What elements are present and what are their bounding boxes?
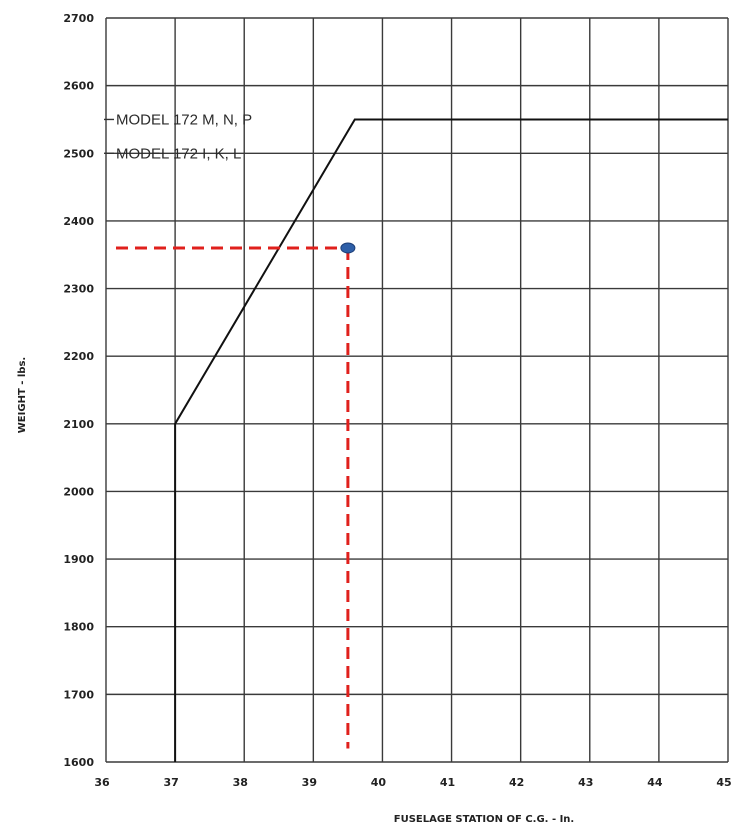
x-axis-ticks: 36 37 38 39 40 41 42 43 44 45 — [94, 776, 731, 789]
y-tick-label: 2500 — [63, 147, 94, 160]
model-label: MODEL 172 I, K, L — [116, 145, 241, 162]
y-tick-label: 2600 — [63, 80, 94, 93]
x-tick-label: 44 — [647, 776, 663, 789]
y-tick-label: 2300 — [63, 283, 94, 296]
x-tick-label: 41 — [440, 776, 455, 789]
x-tick-label: 40 — [371, 776, 387, 789]
x-tick-label: 38 — [233, 776, 248, 789]
envelope-line — [174, 118, 728, 762]
x-tick-label: 39 — [302, 776, 317, 789]
grid — [105, 17, 729, 763]
loading-point — [340, 242, 356, 254]
y-tick-label: 2000 — [63, 485, 94, 498]
y-tick-label: 1900 — [63, 553, 94, 566]
y-axis-label: WEIGHT - lbs. — [17, 357, 28, 433]
x-tick-label: 43 — [578, 776, 593, 789]
y-tick-label: 1700 — [63, 688, 94, 701]
y-tick-label: 2100 — [63, 418, 94, 431]
x-tick-label: 45 — [716, 776, 731, 789]
y-tick-label: 2400 — [63, 215, 94, 228]
x-tick-label: 36 — [94, 776, 110, 789]
y-axis-ticks: 1600 1700 1800 1900 2000 2100 2200 2300 2400 2500… — [63, 12, 94, 769]
x-axis-label: FUSELAGE STATION OF C.G. - In. — [394, 814, 574, 825]
x-tick-label: 37 — [163, 776, 178, 789]
y-tick-label: 2700 — [63, 12, 94, 25]
y-tick-label: 2200 — [63, 350, 94, 363]
envelope-marks: MODEL 172 M, N, P MODEL 172 I, K, L — [104, 111, 728, 762]
y-tick-label: 1600 — [63, 756, 94, 769]
model-label: MODEL 172 M, N, P — [116, 111, 252, 128]
y-tick-label: 1800 — [63, 621, 94, 634]
x-tick-label: 42 — [509, 776, 524, 789]
